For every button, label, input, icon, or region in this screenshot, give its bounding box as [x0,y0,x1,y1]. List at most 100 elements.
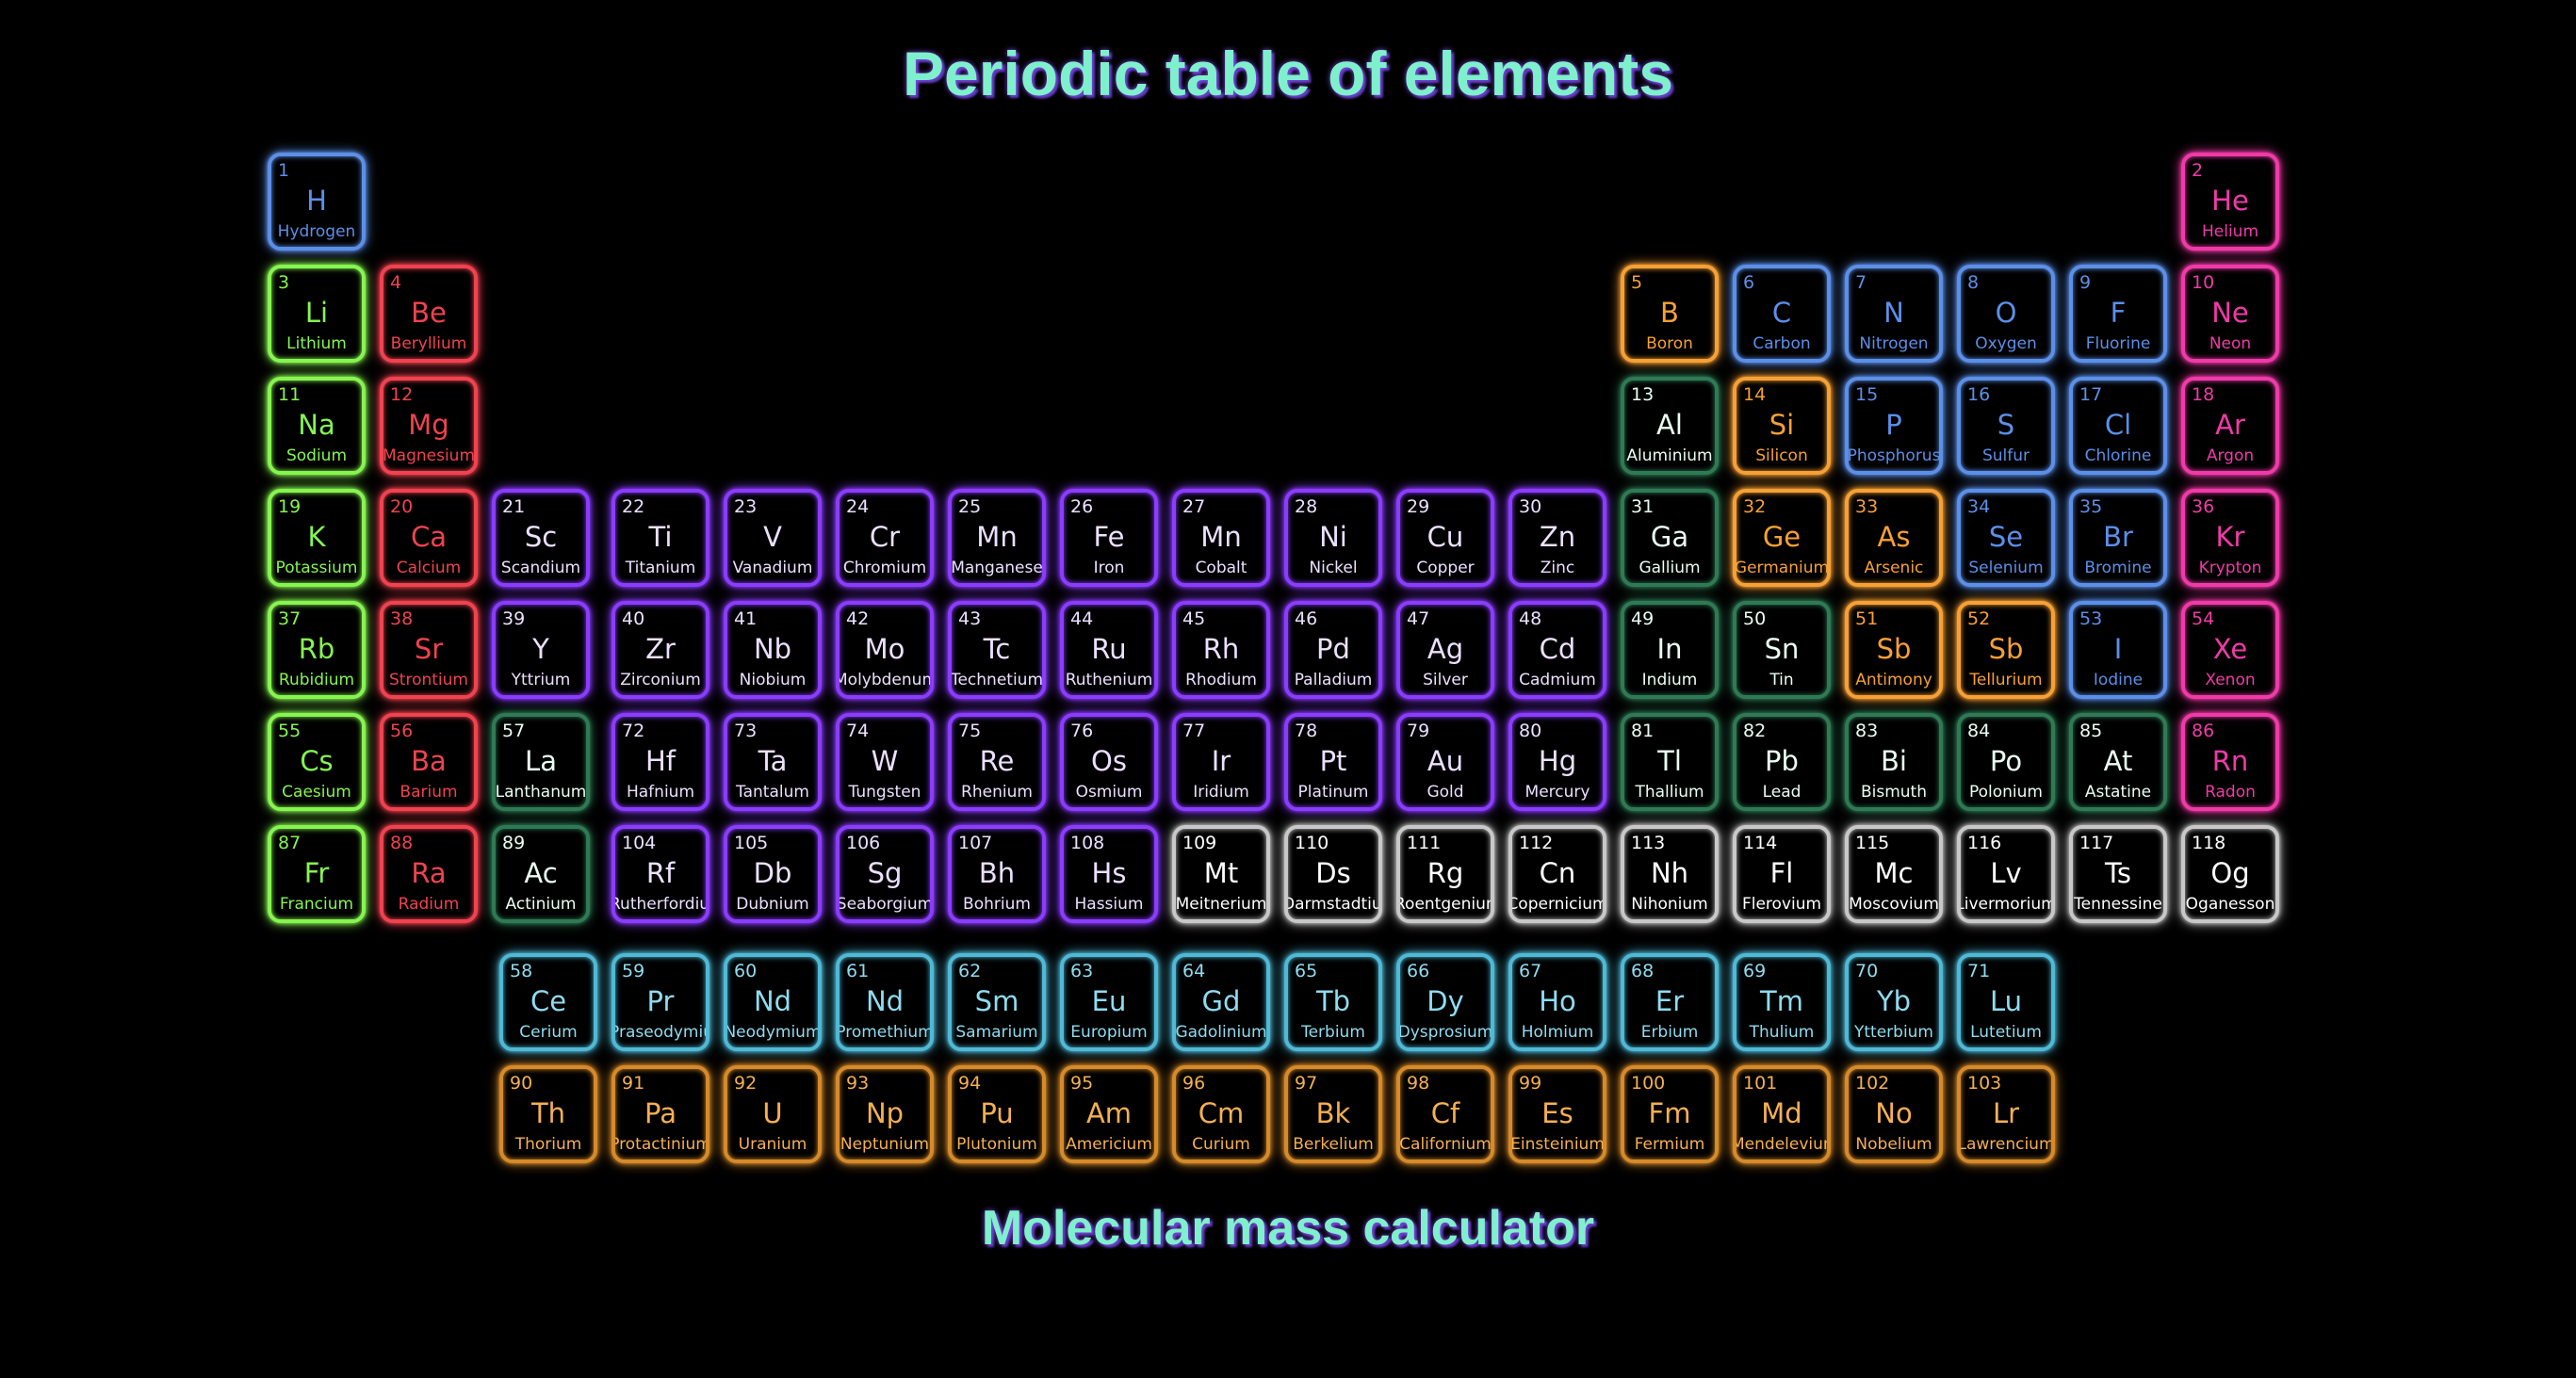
element-tile-hassium[interactable]: 108 Hs Hassium [1060,825,1158,923]
element-tile-argon[interactable]: 18 Ar Argon [2181,377,2279,475]
element-tile-platinum[interactable]: 78 Pt Platinum [1284,713,1382,811]
element-tile-potassium[interactable]: 19 K Potassium [268,489,366,587]
element-tile-helium[interactable]: 2 He Helium [2181,153,2279,251]
element-tile-livermorium[interactable]: 116 Lv Livermorium [1957,825,2055,923]
element-tile-strontium[interactable]: 38 Sr Strontium [380,601,478,699]
element-tile-dubnium[interactable]: 105 Db Dubnium [724,825,822,923]
element-tile-nitrogen[interactable]: 7 N Nitrogen [1845,265,1943,363]
element-tile-thulium[interactable]: 69 Tm Thulium [1733,953,1831,1051]
element-tile-berkelium[interactable]: 97 Bk Berkelium [1284,1065,1382,1163]
element-tile-scandium[interactable]: 21 Sc Scandium [492,489,590,587]
element-tile-oganesson[interactable]: 118 Og Oganesson [2181,825,2279,923]
element-tile-iridium[interactable]: 77 Ir Iridium [1172,713,1270,811]
element-tile-europium[interactable]: 63 Eu Europium [1060,953,1158,1051]
element-tile-roentgenium[interactable]: 111 Rg Roentgenium [1396,825,1494,923]
element-tile-bromine[interactable]: 35 Br Bromine [2069,489,2167,587]
element-tile-chlorine[interactable]: 17 Cl Chlorine [2069,377,2167,475]
element-tile-californium[interactable]: 98 Cf Californium [1396,1065,1494,1163]
element-tile-caesium[interactable]: 55 Cs Caesium [268,713,366,811]
element-tile-sodium[interactable]: 11 Na Sodium [268,377,366,475]
element-tile-dysprosium[interactable]: 66 Dy Dysprosium [1396,953,1494,1051]
element-tile-samarium[interactable]: 62 Sm Samarium [948,953,1046,1051]
element-tile-tellurium[interactable]: 52 Sb Tellurium [1957,601,2055,699]
element-tile-oxygen[interactable]: 8 O Oxygen [1957,265,2055,363]
element-tile-neodymium[interactable]: 60 Nd Neodymium [724,953,822,1051]
element-tile-xenon[interactable]: 54 Xe Xenon [2181,601,2279,699]
element-tile-arsenic[interactable]: 33 As Arsenic [1845,489,1943,587]
element-tile-barium[interactable]: 56 Ba Barium [380,713,478,811]
element-tile-titanium[interactable]: 22 Ti Titanium [611,489,709,587]
element-tile-hafnium[interactable]: 72 Hf Hafnium [611,713,709,811]
element-tile-polonium[interactable]: 84 Po Polonium [1957,713,2055,811]
element-tile-cobalt[interactable]: 27 Mn Cobalt [1172,489,1270,587]
element-tile-gadolinium[interactable]: 64 Gd Gadolinium [1172,953,1270,1051]
element-tile-meitnerium[interactable]: 109 Mt Meitnerium [1172,825,1270,923]
element-tile-rubidium[interactable]: 37 Rb Rubidium [268,601,366,699]
element-tile-astatine[interactable]: 85 At Astatine [2069,713,2167,811]
element-tile-erbium[interactable]: 68 Er Erbium [1621,953,1719,1051]
calculator-title[interactable]: Molecular mass calculator [981,1201,1595,1256]
element-tile-nihonium[interactable]: 113 Nh Nihonium [1621,825,1719,923]
element-tile-terbium[interactable]: 65 Tb Terbium [1284,953,1382,1051]
element-tile-flerovium[interactable]: 114 Fl Flerovium [1733,825,1831,923]
element-tile-uranium[interactable]: 92 U Uranium [724,1065,822,1163]
element-tile-zinc[interactable]: 30 Zn Zinc [1508,489,1606,587]
element-tile-molybdenum[interactable]: 42 Mo Molybdenum [836,601,934,699]
element-tile-einsteinium[interactable]: 99 Es Einsteinium [1508,1065,1606,1163]
element-tile-plutonium[interactable]: 94 Pu Plutonium [948,1065,1046,1163]
element-tile-neptunium[interactable]: 93 Np Neptunium [836,1065,934,1163]
element-tile-silver[interactable]: 47 Ag Silver [1396,601,1494,699]
element-tile-boron[interactable]: 5 B Boron [1621,265,1719,363]
element-tile-cerium[interactable]: 58 Ce Cerium [499,953,597,1051]
element-tile-palladium[interactable]: 46 Pd Palladium [1284,601,1382,699]
element-tile-technetium[interactable]: 43 Tc Technetium [948,601,1046,699]
element-tile-magnesium[interactable]: 12 Mg Magnesium [380,377,478,475]
element-tile-chromium[interactable]: 24 Cr Chromium [836,489,934,587]
element-tile-lead[interactable]: 82 Pb Lead [1733,713,1831,811]
element-tile-hydrogen[interactable]: 1 H Hydrogen [268,153,366,251]
element-tile-niobium[interactable]: 41 Nb Niobium [724,601,822,699]
element-tile-thallium[interactable]: 81 Tl Thallium [1621,713,1719,811]
element-tile-aluminium[interactable]: 13 Al Aluminium [1621,377,1719,475]
element-tile-lutetium[interactable]: 71 Lu Lutetium [1957,953,2055,1051]
element-tile-iodine[interactable]: 53 I Iodine [2069,601,2167,699]
element-tile-iron[interactable]: 26 Fe Iron [1060,489,1158,587]
element-tile-nobelium[interactable]: 102 No Nobelium [1845,1065,1943,1163]
element-tile-beryllium[interactable]: 4 Be Beryllium [380,265,478,363]
element-tile-neon[interactable]: 10 Ne Neon [2181,265,2279,363]
element-tile-americium[interactable]: 95 Am Americium [1060,1065,1158,1163]
element-tile-zirconium[interactable]: 40 Zr Zirconium [611,601,709,699]
element-tile-phosphorus[interactable]: 15 P Phosphorus [1845,377,1943,475]
element-tile-seaborgium[interactable]: 106 Sg Seaborgium [836,825,934,923]
element-tile-krypton[interactable]: 36 Kr Krypton [2181,489,2279,587]
element-tile-tungsten[interactable]: 74 W Tungsten [836,713,934,811]
element-tile-manganese[interactable]: 25 Mn Manganese [948,489,1046,587]
element-tile-germanium[interactable]: 32 Ge Germanium [1733,489,1831,587]
element-tile-actinium[interactable]: 89 Ac Actinium [492,825,590,923]
element-tile-lawrencium[interactable]: 103 Lr Lawrencium [1957,1065,2055,1163]
element-tile-copper[interactable]: 29 Cu Copper [1396,489,1494,587]
element-tile-rutherfordium[interactable]: 104 Rf Rutherfordium [611,825,709,923]
element-tile-darmstadtium[interactable]: 110 Ds Darmstadtium [1284,825,1382,923]
element-tile-rhodium[interactable]: 45 Rh Rhodium [1172,601,1270,699]
element-tile-gold[interactable]: 79 Au Gold [1396,713,1494,811]
element-tile-radon[interactable]: 86 Rn Radon [2181,713,2279,811]
element-tile-tantalum[interactable]: 73 Ta Tantalum [724,713,822,811]
element-tile-bismuth[interactable]: 83 Bi Bismuth [1845,713,1943,811]
element-tile-lanthanum[interactable]: 57 La Lanthanum [492,713,590,811]
element-tile-silicon[interactable]: 14 Si Silicon [1733,377,1831,475]
element-tile-calcium[interactable]: 20 Ca Calcium [380,489,478,587]
element-tile-copernicium[interactable]: 112 Cn Copernicium [1508,825,1606,923]
element-tile-holmium[interactable]: 67 Ho Holmium [1508,953,1606,1051]
element-tile-curium[interactable]: 96 Cm Curium [1172,1065,1270,1163]
element-tile-gallium[interactable]: 31 Ga Gallium [1621,489,1719,587]
element-tile-antimony[interactable]: 51 Sb Antimony [1845,601,1943,699]
element-tile-francium[interactable]: 87 Fr Francium [268,825,366,923]
element-tile-fluorine[interactable]: 9 F Fluorine [2069,265,2167,363]
element-tile-protactinium[interactable]: 91 Pa Protactinium [611,1065,709,1163]
element-tile-yttrium[interactable]: 39 Y Yttrium [492,601,590,699]
element-tile-ruthenium[interactable]: 44 Ru Ruthenium [1060,601,1158,699]
element-tile-radium[interactable]: 88 Ra Radium [380,825,478,923]
element-tile-selenium[interactable]: 34 Se Selenium [1957,489,2055,587]
